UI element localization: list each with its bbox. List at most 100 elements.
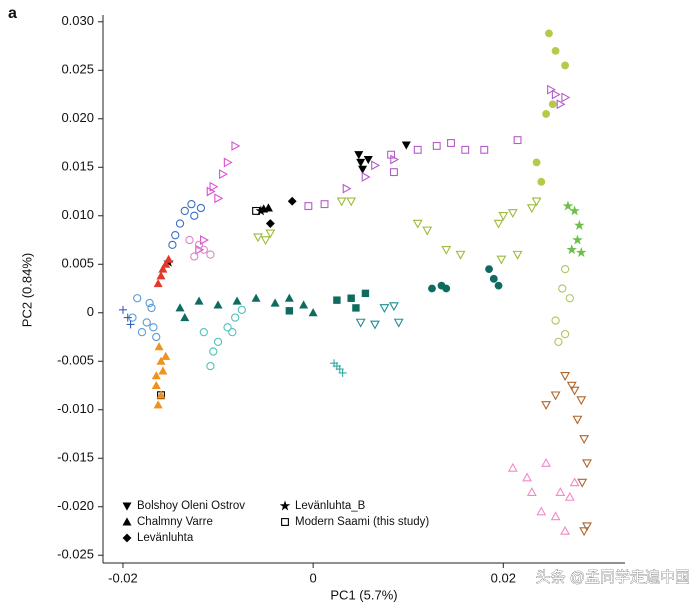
data-point	[153, 400, 163, 409]
y-tick-label: -0.010	[57, 401, 94, 416]
data-point	[561, 61, 569, 70]
data-point	[507, 462, 518, 472]
data-point	[564, 491, 575, 501]
data-point	[554, 337, 563, 347]
data-point	[352, 304, 360, 312]
data-point	[579, 527, 590, 537]
data-point	[255, 205, 267, 216]
data-point	[579, 435, 590, 444]
data-point	[265, 219, 275, 228]
legend-marker	[279, 500, 291, 511]
y-tick-label: 0.010	[61, 207, 94, 222]
data-point	[164, 254, 174, 263]
data-point	[330, 359, 339, 368]
data-point	[547, 84, 556, 95]
data-point	[485, 265, 493, 274]
data-point	[223, 157, 233, 168]
data-point	[574, 219, 585, 230]
y-tick-label: 0.025	[61, 62, 94, 77]
data-point	[569, 205, 580, 216]
data-point	[496, 255, 507, 265]
data-point	[550, 511, 561, 521]
data-point	[526, 204, 537, 214]
data-point	[560, 372, 571, 381]
data-point	[371, 160, 381, 171]
data-point	[441, 245, 452, 255]
data-point	[180, 206, 189, 216]
data-point	[158, 366, 168, 375]
data-point	[168, 240, 177, 250]
data-point	[333, 296, 341, 304]
data-point	[560, 329, 570, 339]
y-tick-label: -0.025	[57, 547, 94, 562]
data-point	[569, 477, 580, 487]
data-point	[287, 196, 297, 206]
data-point	[507, 209, 518, 218]
data-point	[265, 229, 276, 239]
data-point	[401, 141, 411, 150]
data-point	[526, 487, 537, 496]
data-point	[347, 294, 355, 302]
data-point	[260, 236, 271, 246]
data-point	[413, 145, 422, 154]
data-point	[133, 294, 142, 303]
data-point	[270, 298, 280, 307]
data-point	[200, 235, 209, 245]
data-point	[558, 284, 567, 293]
data-point	[363, 156, 373, 165]
data-point	[356, 158, 366, 168]
y-tick-label: 0.015	[61, 159, 94, 174]
data-point	[389, 302, 399, 312]
data-point	[565, 294, 575, 303]
data-point	[536, 506, 547, 516]
data-point	[199, 328, 208, 337]
y-tick-label: 0.005	[61, 256, 94, 271]
data-point	[185, 235, 194, 245]
data-point	[194, 240, 204, 250]
data-point	[180, 312, 190, 322]
data-point	[560, 525, 571, 535]
data-point	[156, 356, 166, 365]
data-point	[542, 110, 550, 118]
data-point	[493, 219, 504, 229]
data-point	[308, 308, 318, 317]
data-point	[548, 100, 557, 109]
data-point	[196, 203, 206, 213]
data-point	[336, 197, 347, 207]
data-point	[142, 318, 151, 327]
watermark: 头条 @孟同学走遍中国	[536, 569, 690, 586]
data-point	[187, 199, 196, 209]
data-point	[461, 145, 470, 154]
data-point	[231, 313, 240, 322]
data-point	[551, 316, 560, 325]
data-point	[494, 281, 503, 290]
data-point	[532, 158, 541, 167]
data-point	[513, 136, 522, 145]
data-point	[355, 318, 366, 328]
y-tick-label: -0.015	[57, 450, 94, 465]
data-point	[151, 380, 161, 390]
data-point	[228, 328, 237, 337]
data-point	[442, 284, 451, 293]
data-point	[232, 296, 242, 305]
data-point	[428, 284, 436, 293]
data-point	[190, 252, 199, 261]
data-point	[582, 522, 592, 532]
data-point	[145, 298, 154, 308]
data-point	[541, 457, 552, 467]
data-point	[237, 305, 246, 315]
y-tick-label: 0	[87, 304, 94, 319]
data-point	[354, 151, 364, 160]
data-point	[118, 305, 127, 314]
data-point	[575, 247, 587, 258]
data-point	[195, 244, 205, 255]
data-point	[263, 203, 273, 212]
legend-marker	[122, 517, 132, 526]
data-point	[358, 165, 368, 174]
data-point	[393, 318, 404, 328]
data-point	[582, 459, 592, 469]
data-point	[320, 200, 329, 209]
data-point	[498, 212, 509, 221]
data-point	[284, 293, 294, 302]
